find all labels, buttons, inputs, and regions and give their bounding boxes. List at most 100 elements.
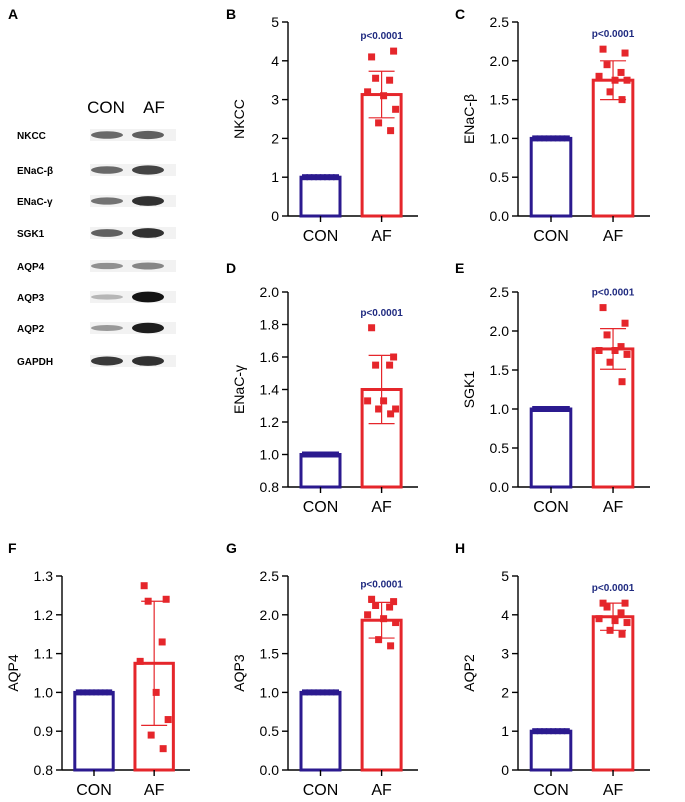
y-tick-label: 4	[271, 53, 279, 69]
y-tick-label: 5	[501, 568, 509, 584]
y-tick-label: 2.0	[260, 284, 280, 300]
data-point-af	[390, 47, 398, 55]
chart-c: 0.0 0.5 1.0 1.5 2.0 2.5 ENaC-β CON AF p<0.0001	[461, 14, 650, 245]
data-point-con	[554, 135, 561, 142]
data-point-con	[550, 135, 557, 142]
data-point-af	[595, 615, 603, 623]
blot-band-con	[91, 131, 123, 139]
data-point-af	[136, 657, 144, 665]
data-point-af	[621, 319, 629, 327]
data-point-af	[390, 598, 398, 606]
data-point-af	[599, 599, 607, 607]
chart-d: 0.8 1.0 1.2 1.4 1.6 1.8 2.0 ENaC-γ CON AF p<0.0001	[231, 284, 418, 516]
data-point-af	[392, 105, 400, 113]
data-point-con	[101, 689, 108, 696]
y-tick-label: 2.5	[490, 284, 510, 300]
y-tick-label: 1.0	[260, 447, 280, 463]
data-point-af	[364, 611, 372, 619]
data-point-con	[532, 728, 539, 735]
p-value-label: p<0.0001	[360, 31, 403, 42]
blot-row-label: ENaC-γ	[17, 197, 53, 208]
data-point-af	[595, 347, 603, 354]
y-tick-label: 1	[501, 723, 509, 739]
data-point-af	[603, 61, 611, 69]
data-point-af	[159, 745, 167, 753]
y-tick-label: 0.0	[260, 762, 280, 778]
data-point-af	[380, 397, 388, 405]
data-point-con	[545, 135, 552, 142]
p-value-label: p<0.0001	[592, 288, 635, 299]
data-point-af	[164, 716, 172, 724]
data-point-af	[372, 74, 380, 82]
data-point-con	[93, 689, 100, 696]
y-tick-label: 3	[271, 92, 279, 108]
panel-letter-d: D	[226, 260, 237, 276]
bar-con	[299, 453, 342, 489]
blot-row-label: GAPDH	[17, 357, 53, 368]
x-tick-label: AF	[371, 228, 392, 245]
data-point-con	[106, 689, 113, 696]
y-tick-label: 0.0	[490, 208, 510, 224]
y-tick-label: 1.1	[34, 646, 54, 662]
data-point-con	[559, 406, 566, 412]
data-point-af	[375, 119, 383, 127]
blot-row-label: AQP2	[17, 324, 45, 335]
blot-row-label: NKCC	[17, 131, 46, 142]
y-tick-label: 1.3	[34, 568, 54, 584]
data-point-con	[319, 451, 326, 458]
data-point-con	[306, 451, 313, 458]
data-point-af	[372, 361, 380, 369]
y-tick-label: 1.6	[260, 349, 280, 365]
data-point-con	[550, 406, 557, 412]
x-tick-label: CON	[303, 228, 339, 245]
data-point-con	[310, 174, 317, 181]
panel-letter-g: G	[226, 540, 237, 556]
data-point-con	[97, 689, 104, 696]
data-point-con	[315, 174, 322, 181]
x-tick-label: CON	[303, 499, 339, 516]
y-tick-label: 0.5	[490, 440, 510, 456]
data-point-con	[310, 451, 317, 458]
data-point-af	[621, 49, 629, 57]
x-tick-label: AF	[603, 782, 624, 799]
y-tick-label: 1.5	[490, 362, 510, 378]
y-tick-label: 1.2	[260, 414, 280, 430]
data-point-af	[606, 88, 614, 96]
data-point-af	[147, 731, 155, 739]
chart-e: 0.0 0.5 1.0 1.5 2.0 2.5 SGK1 CON AF p<0.0001	[461, 284, 650, 516]
panel-letter-e: E	[455, 260, 465, 276]
y-tick-label: 2	[501, 684, 509, 700]
y-tick-label: 0.9	[34, 723, 54, 739]
data-point-con	[532, 406, 539, 412]
blot-band-af	[132, 228, 164, 238]
data-point-af	[599, 304, 607, 312]
chart-g: 0.0 0.5 1.0 1.5 2.0 2.5 AQP3 CON AF p<0.0001	[231, 568, 418, 799]
data-point-con	[559, 135, 566, 142]
y-tick-label: 1.0	[260, 684, 280, 700]
bar-af	[591, 615, 635, 772]
x-tick-label: CON	[303, 782, 339, 799]
bar-con	[73, 690, 115, 772]
blot-band-af	[132, 322, 164, 334]
data-point-con	[315, 451, 322, 458]
data-point-af	[375, 636, 383, 644]
data-point-con	[80, 689, 87, 696]
data-point-af	[606, 358, 614, 366]
x-tick-label: CON	[533, 782, 569, 799]
data-point-af	[392, 619, 400, 627]
y-tick-label: 4	[501, 607, 509, 623]
x-tick-label: AF	[371, 782, 392, 799]
data-point-con	[545, 406, 552, 412]
data-point-af	[387, 642, 395, 650]
blot-band-af	[132, 291, 164, 303]
data-point-af	[140, 582, 148, 590]
data-point-af	[599, 45, 607, 53]
x-tick-label: CON	[533, 228, 569, 245]
data-point-af	[368, 595, 376, 603]
y-axis-label: ENaC-γ	[231, 365, 247, 414]
y-tick-label: 2.5	[490, 14, 510, 30]
x-tick-label: CON	[76, 782, 112, 799]
data-point-con	[84, 689, 91, 696]
data-point-af	[603, 603, 611, 611]
data-point-af	[387, 410, 395, 418]
